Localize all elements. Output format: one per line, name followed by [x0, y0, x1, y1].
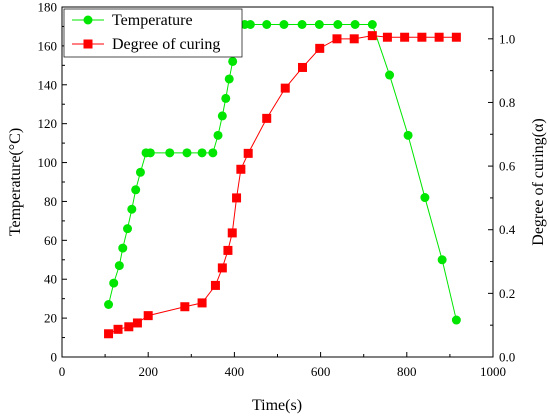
plot-frame	[61, 6, 494, 358]
series-layer	[104, 20, 461, 339]
data-point	[297, 20, 307, 29]
y-right-tick-label: 0.6	[499, 159, 516, 174]
y-left-tick-label: 160	[38, 38, 58, 53]
data-point	[315, 43, 325, 53]
data-point	[145, 148, 155, 158]
data-point	[104, 300, 114, 309]
y-left-tick-label: 80	[44, 194, 57, 209]
data-point	[165, 148, 175, 158]
y-left-tick-label: 60	[44, 233, 57, 248]
data-point	[143, 311, 153, 321]
y-left-tick-label: 40	[44, 272, 57, 287]
data-point	[227, 228, 237, 238]
data-point	[434, 32, 444, 42]
legend-label-temperature: Temperature	[112, 12, 193, 29]
x-tick-label: 0	[59, 364, 66, 379]
data-point	[104, 329, 114, 339]
series-temperature	[104, 20, 461, 325]
data-point	[124, 322, 134, 332]
data-point	[332, 34, 342, 44]
y-axis-title-left: Temperature(°C)	[7, 128, 24, 236]
data-point	[180, 302, 190, 312]
data-point	[213, 130, 223, 140]
data-point	[224, 74, 234, 84]
data-point	[367, 20, 377, 29]
data-point	[382, 32, 392, 42]
data-point	[451, 315, 461, 325]
x-tick-label: 800	[397, 364, 417, 379]
x-tick-label: 600	[311, 364, 331, 379]
x-axis-title: Time(s)	[252, 397, 302, 414]
legend-box	[63, 8, 243, 58]
y-right-tick-label: 0.4	[499, 222, 516, 237]
data-point	[197, 148, 207, 158]
y-right-tick-label: 0.0	[499, 350, 515, 365]
data-point	[123, 224, 133, 234]
data-point	[437, 255, 447, 265]
data-point	[131, 185, 141, 195]
data-point	[262, 20, 272, 29]
y-left-tick-label: 20	[44, 311, 57, 326]
legend-marker-temperature	[83, 15, 93, 25]
y-left-tick-label: 0	[51, 350, 58, 365]
y-left-tick-label: 180	[38, 0, 58, 15]
y-left-tick-label: 140	[38, 77, 58, 92]
data-point	[221, 93, 231, 103]
y-axis-title-right: Degree of curing(α)	[530, 118, 547, 245]
data-point	[262, 113, 272, 123]
data-point	[208, 148, 218, 158]
y-right-tick-label: 1.0	[499, 31, 515, 46]
data-point	[132, 318, 142, 328]
data-point	[182, 148, 192, 158]
data-point	[349, 34, 359, 44]
data-point	[400, 32, 410, 42]
series-line	[108, 24, 457, 321]
series-degree-of-curing	[104, 31, 461, 339]
data-point	[109, 278, 119, 288]
data-point	[243, 148, 253, 158]
series-line	[108, 35, 457, 335]
data-point	[350, 20, 360, 29]
data-point	[314, 20, 324, 29]
data-point	[333, 20, 343, 29]
x-tick-label: 200	[138, 364, 158, 379]
data-point	[223, 245, 233, 255]
x-tick-label: 400	[225, 364, 245, 379]
data-point	[451, 32, 461, 42]
data-point	[197, 298, 207, 308]
data-point	[297, 62, 307, 72]
data-point	[113, 324, 123, 334]
data-point	[127, 204, 137, 214]
legend-label-curing: Degree of curing	[112, 36, 220, 53]
data-point	[135, 167, 145, 177]
legend: Temperature Degree of curing	[63, 8, 243, 58]
data-point	[210, 280, 220, 290]
data-point	[232, 193, 242, 203]
data-point	[228, 56, 238, 66]
x-tick-label: 1000	[480, 364, 506, 379]
data-point	[279, 20, 289, 29]
data-point	[245, 20, 255, 29]
legend-marker-curing	[83, 39, 93, 49]
y-right-tick-label: 0.2	[499, 286, 515, 301]
y-right-tick-label: 0.8	[499, 95, 515, 110]
data-point	[114, 261, 124, 271]
data-point	[280, 83, 290, 93]
data-point	[217, 263, 227, 273]
data-point	[118, 243, 128, 253]
data-point	[236, 164, 246, 174]
data-point	[417, 32, 427, 42]
plot-border	[61, 6, 494, 358]
tick-layer: 0 200 400 600 800 1000 0 20 40 60 80 100 120 140 160 18…	[38, 0, 516, 379]
y-left-tick-label: 100	[38, 155, 58, 170]
data-point	[403, 130, 413, 140]
data-point	[217, 111, 227, 121]
data-point	[420, 193, 430, 203]
data-point	[385, 70, 395, 80]
y-left-tick-label: 120	[38, 116, 58, 131]
data-point	[367, 31, 377, 41]
